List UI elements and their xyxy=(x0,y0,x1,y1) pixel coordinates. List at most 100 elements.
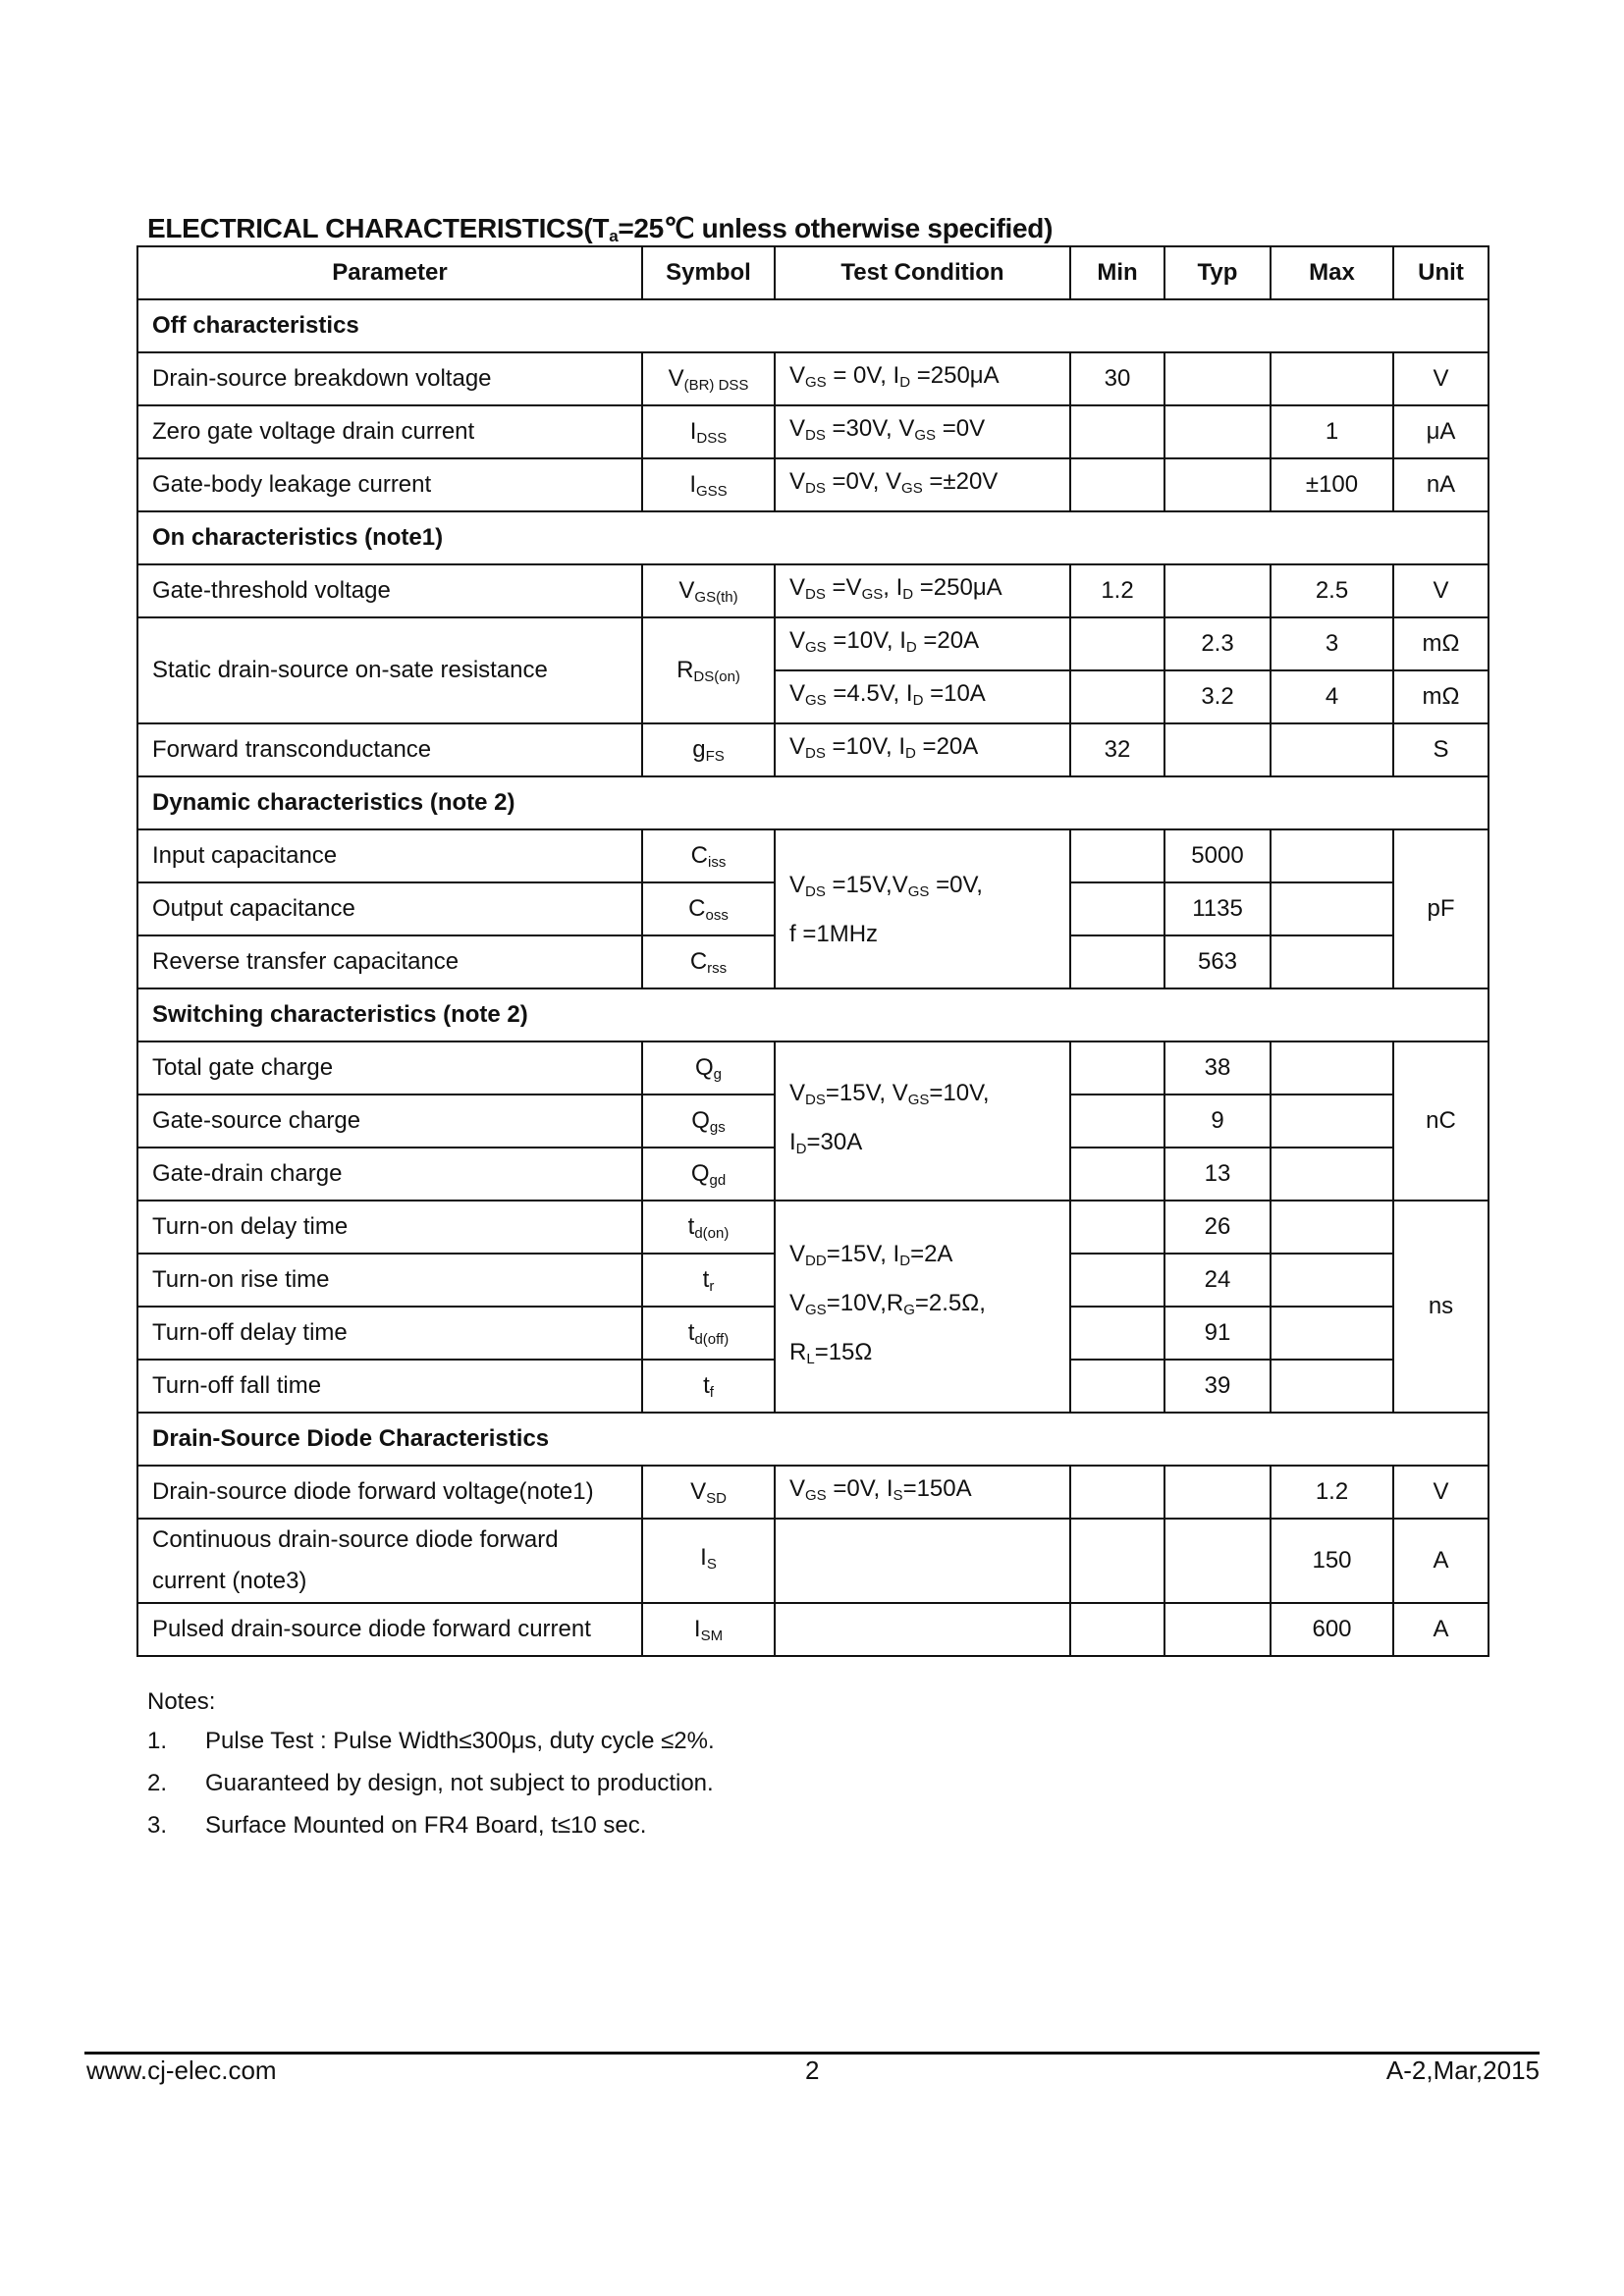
section-row: Switching characteristics (note 2) xyxy=(136,988,1489,1042)
subscript: SM xyxy=(700,1627,724,1644)
typ-cell xyxy=(1164,563,1272,618)
min-cell xyxy=(1069,1465,1165,1520)
subscript: r xyxy=(709,1277,715,1295)
parameter-cell: Gate-source charge xyxy=(136,1094,643,1148)
footer-revision: A-2,Mar,2015 xyxy=(1385,2056,1540,2085)
parameter-cell: Turn-off fall time xyxy=(136,1359,643,1414)
subscript: gd xyxy=(709,1171,727,1189)
subscript: GS xyxy=(805,374,827,391)
unit-cell: A xyxy=(1392,1602,1489,1657)
subscript: D xyxy=(899,1253,911,1269)
typ-cell: 1135 xyxy=(1164,881,1272,936)
note-number: 3. xyxy=(147,1812,168,1839)
table-row: Input capacitance Ciss VDS =15V,VGS =0V, f … xyxy=(136,828,1489,989)
footer-page-number: 2 xyxy=(805,2056,820,2085)
subscript: FS xyxy=(705,747,725,765)
typ-cell xyxy=(1164,351,1272,406)
symbol-cell: VGS(th) xyxy=(641,563,776,618)
section-heading: Off characteristics xyxy=(136,298,1489,353)
min-cell xyxy=(1069,1147,1165,1201)
header-row: Parameter Symbol Test Condition Min Typ … xyxy=(136,245,1489,300)
title-subscript: a xyxy=(609,227,619,245)
subscript: GSS xyxy=(695,482,728,500)
header-symbol: Symbol xyxy=(641,245,776,300)
subscript: DSS xyxy=(696,429,728,447)
note-text: Guaranteed by design, not subject to pro… xyxy=(205,1770,714,1796)
symbol-cell: RDS(on) xyxy=(641,616,776,724)
parameter-cell: Reverse transfer capacitance xyxy=(136,934,643,989)
parameter-cell: Zero gate voltage drain current xyxy=(136,404,643,459)
subscript: d(off) xyxy=(694,1330,730,1348)
typ-cell: 26 xyxy=(1164,1200,1272,1255)
min-cell xyxy=(1069,1200,1165,1255)
subscript: DS xyxy=(805,586,826,603)
typ-cell xyxy=(1164,1518,1272,1604)
typ-cell: 91 xyxy=(1164,1306,1272,1361)
subscript: S xyxy=(706,1555,717,1573)
min-cell: 30 xyxy=(1069,351,1165,406)
table-row: Drain-source breakdown voltage V(BR) DSS V… xyxy=(136,351,1489,406)
symbol-cell: VSD xyxy=(641,1465,776,1520)
typ-cell: 24 xyxy=(1164,1253,1272,1308)
typ-cell xyxy=(1164,457,1272,512)
subscript: (BR) DSS xyxy=(683,376,749,394)
unit-cell: μA xyxy=(1392,404,1489,459)
unit-cell: nC xyxy=(1392,1041,1489,1201)
min-cell xyxy=(1069,1359,1165,1414)
parameter-cell: Continuous drain-source diode forward cu… xyxy=(136,1518,643,1604)
parameter-cell: Output capacitance xyxy=(136,881,643,936)
note-item: 1. Pulse Test : Pulse Width≤300μs, duty c… xyxy=(147,1728,715,1770)
max-cell: 1 xyxy=(1270,404,1394,459)
parameter-cell: Total gate charge xyxy=(136,1041,643,1095)
subscript: GS xyxy=(805,1487,827,1504)
symbol-cell: Qgs xyxy=(641,1094,776,1148)
max-cell xyxy=(1270,1041,1394,1095)
footer-divider xyxy=(84,2052,1540,2055)
min-cell xyxy=(1069,1253,1165,1308)
subscript: D xyxy=(912,692,924,709)
symbol-cell: Qg xyxy=(641,1041,776,1095)
typ-cell: 2.3 xyxy=(1164,616,1272,671)
typ-cell: 9 xyxy=(1164,1094,1272,1148)
test-condition-cell: VGS = 0V, ID =250μA xyxy=(774,351,1071,406)
note-item: 3. Surface Mounted on FR4 Board, t≤10 sec… xyxy=(147,1812,646,1854)
table-row: Zero gate voltage drain current IDSS VDS =… xyxy=(136,404,1489,459)
symbol-cell: Qgd xyxy=(641,1147,776,1201)
subscript: rss xyxy=(707,959,728,977)
header-min: Min xyxy=(1069,245,1165,300)
max-cell xyxy=(1270,1253,1394,1308)
parameter-cell: Turn-off delay time xyxy=(136,1306,643,1361)
subscript: GS xyxy=(861,586,884,603)
section-heading: On characteristics (note1) xyxy=(136,510,1489,565)
test-condition-cell xyxy=(774,1602,1071,1657)
subscript: iss xyxy=(708,853,727,871)
min-cell xyxy=(1069,404,1165,459)
parameter-cell: Gate-body leakage current xyxy=(136,457,643,512)
table-row: Turn-off delay time td(off) 91 xyxy=(136,1306,1489,1361)
max-cell xyxy=(1270,722,1394,777)
unit-cell: nA xyxy=(1392,457,1489,512)
notes: Notes: 1. Pulse Test : Pulse Width≤300μs,… xyxy=(147,1688,715,1854)
subscript: GS xyxy=(805,692,827,709)
subscript: L xyxy=(806,1351,815,1367)
unit-cell: mΩ xyxy=(1392,616,1489,671)
header-typ: Typ xyxy=(1164,245,1272,300)
parameter-cell: Gate-threshold voltage xyxy=(136,563,643,618)
test-condition-cell: VDS =30V, VGS =0V xyxy=(774,404,1071,459)
max-cell: 150 xyxy=(1270,1518,1394,1604)
subscript: oss xyxy=(705,906,729,924)
unit-cell: mΩ xyxy=(1392,669,1489,724)
min-cell: 1.2 xyxy=(1069,563,1165,618)
symbol-cell: IGSS xyxy=(641,457,776,512)
test-condition-cell xyxy=(774,1518,1071,1604)
parameter-cell: Forward transconductance xyxy=(136,722,643,777)
table-row: Gate-body leakage current IGSS VDS =0V, VG… xyxy=(136,457,1489,512)
table-row: Drain-source diode forward voltage(note1… xyxy=(136,1465,1489,1520)
table-row: Reverse transfer capacitance Crss 563 xyxy=(136,934,1489,989)
section-row: On characteristics (note1) xyxy=(136,510,1489,565)
min-cell xyxy=(1069,1518,1165,1604)
subscript: d(on) xyxy=(694,1224,730,1242)
subscript: GS xyxy=(901,480,923,497)
table-row: Gate-threshold voltage VGS(th) VDS =VGS, I… xyxy=(136,563,1489,618)
table-row: Total gate charge Qg VDS=15V, VGS=10V, ID=3… xyxy=(136,1041,1489,1201)
